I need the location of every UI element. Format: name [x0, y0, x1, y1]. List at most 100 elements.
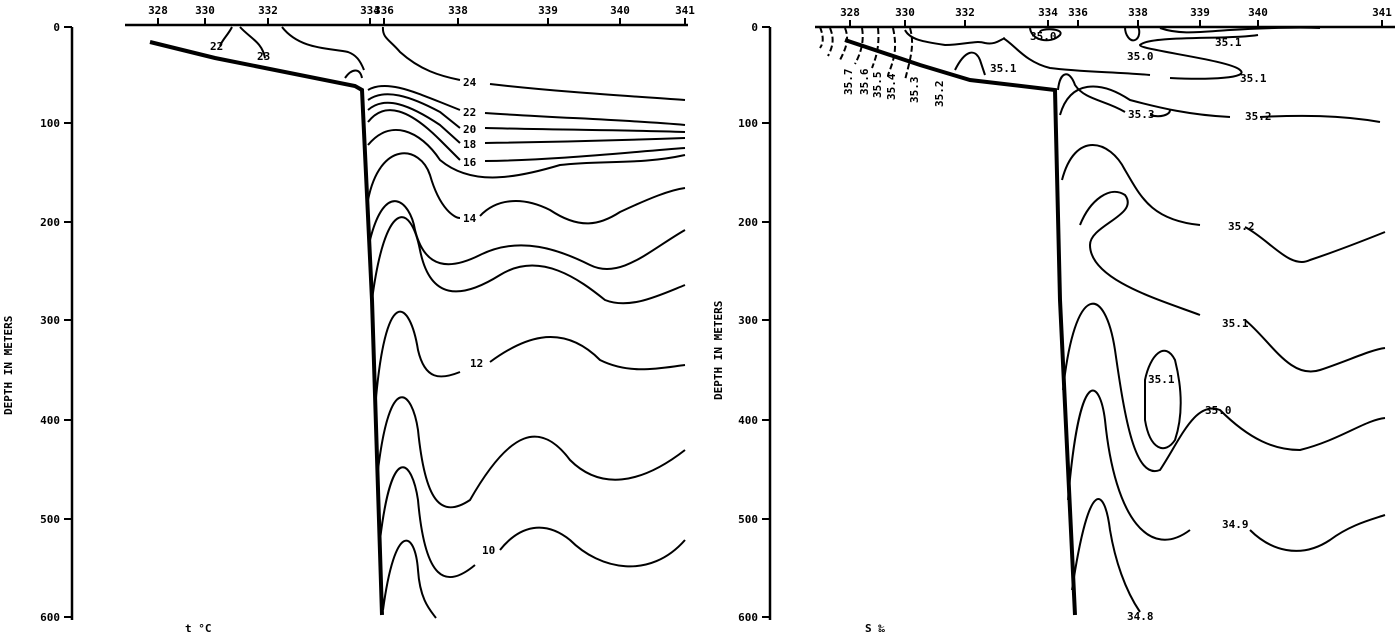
contour-label: 12	[470, 357, 483, 370]
depth-tick-label: 600	[738, 611, 758, 624]
depth-tick-label: 300	[738, 314, 758, 327]
contour-line	[1159, 26, 1321, 34]
contour-label: 10	[482, 544, 495, 557]
contour-label: 35.6	[858, 68, 871, 95]
depth-tick-label: 0	[53, 21, 60, 34]
contour-line	[367, 129, 686, 179]
contour-line	[239, 26, 266, 59]
station-tick-label: 341	[675, 4, 695, 17]
seabed-profile	[844, 38, 1077, 616]
contour-line	[377, 396, 686, 509]
contour-line-35.3	[1057, 73, 1171, 118]
contour-label: 35.1	[1215, 36, 1242, 49]
contour-line	[819, 26, 914, 81]
station-tick-label: 334	[360, 4, 380, 17]
station-tick-label: 332	[258, 4, 278, 17]
contour-label: 35.7	[842, 69, 855, 96]
depth-tick-label: 300	[40, 314, 60, 327]
contour-line-12	[374, 310, 686, 411]
contour-label: 14	[463, 212, 477, 225]
station-tick-label: 339	[1190, 6, 1210, 19]
depth-tick-label: 200	[738, 216, 758, 229]
contour-label: 22	[463, 106, 476, 119]
depth-tick-label: 400	[40, 414, 60, 427]
contour-label: 16	[463, 156, 477, 169]
contour-label: 35.2	[1245, 110, 1272, 123]
depth-tick-label: 100	[40, 117, 60, 130]
variable-label: S ‰	[865, 622, 885, 635]
depth-axis-label: DEPTH IN METERS	[2, 316, 15, 415]
contour-label: 34.8	[1127, 610, 1154, 623]
depth-tick-label: 400	[738, 414, 758, 427]
contour-line-24	[381, 26, 686, 101]
station-tick-label: 340	[610, 4, 630, 17]
contour-label: 34.9	[1222, 518, 1249, 531]
contour-label: 35.0	[1127, 50, 1154, 63]
contour-line	[371, 216, 686, 305]
contour-line	[369, 200, 686, 271]
depth-axis-label: DEPTH IN METERS	[712, 301, 725, 400]
contour-line-35.1-small	[954, 51, 986, 76]
contour-line-16	[367, 109, 686, 162]
contour-line-20	[367, 93, 686, 133]
station-tick-label: 330	[195, 4, 215, 17]
contour-label: 35.1	[1222, 317, 1249, 330]
contour-label: 35.3	[1128, 108, 1155, 121]
station-tick-label: 340	[1248, 6, 1268, 19]
contour-label: 18	[463, 138, 476, 151]
contour-line-35.1	[1079, 190, 1386, 373]
contour-label: 35.1	[1240, 72, 1267, 85]
contour-line-35.0	[1062, 302, 1386, 473]
contour-label: 35.4	[885, 73, 898, 100]
contour-line-18	[367, 101, 686, 144]
variable-label: t °C	[185, 622, 212, 635]
contour-label: 23	[257, 50, 270, 63]
contour-line	[344, 69, 363, 79]
station-tick-label: 339	[538, 4, 558, 17]
station-tick-label: 341	[1372, 6, 1392, 19]
station-tick-label: 336	[374, 4, 394, 17]
contour-label: 35.2	[1228, 220, 1255, 233]
station-tick-label: 338	[448, 4, 468, 17]
contour-label: 35.0	[1205, 404, 1232, 417]
depth-tick-label: 500	[40, 513, 60, 526]
contour-label: 24	[463, 76, 477, 89]
depth-tick-label: 100	[738, 117, 758, 130]
depth-tick-label: 500	[738, 513, 758, 526]
station-tick-label: 338	[1128, 6, 1148, 19]
contour-line	[281, 26, 365, 71]
contour-line-35.1	[1002, 34, 1259, 80]
contour-line-34.9	[1067, 389, 1386, 552]
station-tick-label: 330	[895, 6, 915, 19]
seabed-profile	[149, 40, 384, 616]
salinity-panel: 328 330 332 334 336 338 339 340 341 0 100 200 300 40…	[712, 6, 1395, 635]
contour-line-22	[367, 85, 686, 126]
contour-line	[1124, 26, 1141, 42]
contour-line	[219, 26, 233, 47]
contour-label: 20	[463, 123, 476, 136]
contour-line-35.2	[1061, 144, 1386, 263]
contour-line-35.1-closed	[1144, 349, 1182, 450]
contour-line-35.2	[1059, 85, 1381, 123]
contour-line	[382, 539, 437, 619]
contour-line-35.0	[904, 29, 1006, 47]
depth-tick-label: 600	[40, 611, 60, 624]
contour-line-14	[367, 152, 686, 225]
contour-label: 35.3	[908, 77, 921, 104]
depth-tick-label: 0	[751, 21, 758, 34]
contour-line-10	[379, 466, 686, 579]
contour-line	[1029, 26, 1062, 42]
station-tick-label: 336	[1068, 6, 1088, 19]
station-tick-label: 328	[840, 6, 860, 19]
depth-tick-label: 200	[40, 216, 60, 229]
contour-label: 35.1	[990, 62, 1017, 75]
contour-label: 35.5	[871, 72, 884, 99]
contour-label: 35.1	[1148, 373, 1175, 386]
contour-label: 35.2	[933, 81, 946, 108]
contour-line-34.8	[1071, 498, 1141, 613]
contour-label: 35.0	[1030, 30, 1057, 43]
contour-label: 22	[210, 40, 223, 53]
station-tick-label: 328	[148, 4, 168, 17]
